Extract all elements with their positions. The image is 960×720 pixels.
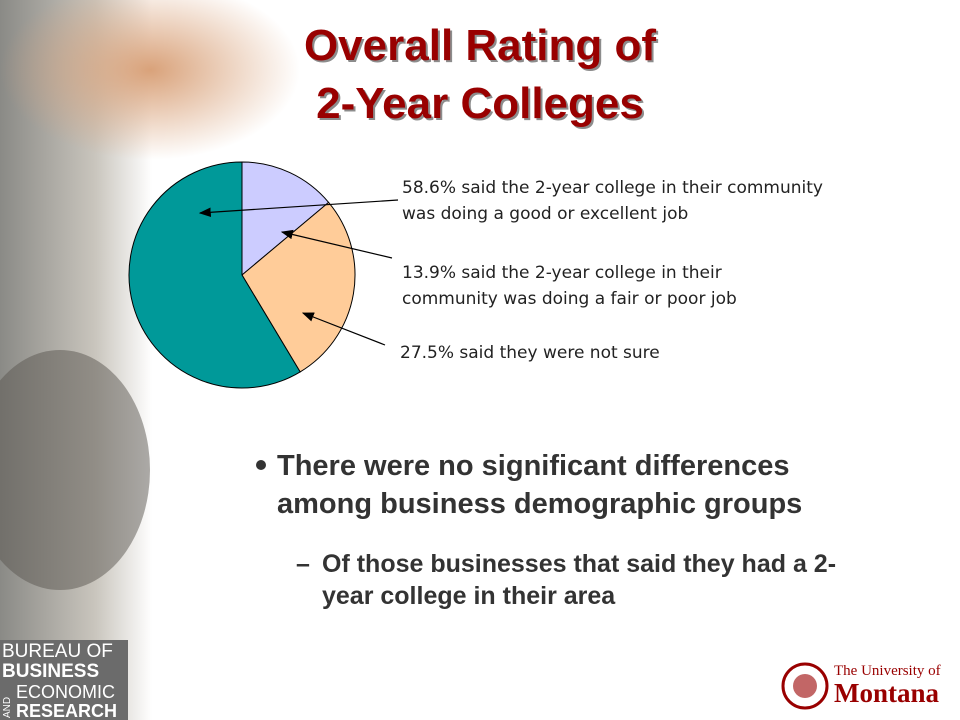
seal bbox=[781, 662, 829, 710]
slice-annotation: 27.5% said they were not sure bbox=[400, 343, 660, 363]
seal-inner bbox=[793, 674, 817, 698]
sub-bullet-marker: – bbox=[296, 550, 310, 578]
pie-chart: 13.9% said the 2-year college in their co… bbox=[128, 161, 823, 389]
slice-annotation: 58.6% said the 2-year college in their c… bbox=[402, 178, 823, 198]
logo-text: AND bbox=[2, 697, 13, 718]
annotation-arrow bbox=[280, 229, 393, 259]
slice-annotation: 13.9% said the 2-year college in their bbox=[402, 263, 722, 283]
pie-slice bbox=[241, 201, 356, 373]
bullet-text: There were no significant differences bbox=[277, 450, 789, 482]
pie-slice bbox=[128, 161, 301, 389]
chart-title: Overall Rating of bbox=[304, 21, 656, 70]
logo-panel bbox=[0, 640, 128, 720]
sub-bullet-text: year college in their area bbox=[322, 582, 616, 610]
title-shadow: Overall Rating of bbox=[306, 23, 658, 72]
logo-text: ECONOMIC bbox=[16, 682, 115, 702]
annotation-arrow bbox=[301, 312, 386, 346]
photo-hand bbox=[0, 0, 300, 160]
slice-annotation: was doing a good or excellent job bbox=[402, 204, 688, 224]
pie-slice bbox=[241, 161, 330, 277]
logo-text: Montana bbox=[834, 678, 940, 708]
bullet-text: among business demographic groups bbox=[277, 488, 802, 520]
logo-text: BUSINESS bbox=[2, 661, 99, 682]
photo-person bbox=[0, 350, 150, 590]
logo-text: BUREAU OF bbox=[2, 641, 113, 662]
sub-bullet-text: Of those businesses that said they had a… bbox=[322, 550, 836, 578]
logo-text: The University of bbox=[834, 663, 941, 679]
bullet-dot bbox=[256, 460, 266, 470]
chart-title: 2-Year Colleges bbox=[316, 79, 644, 128]
annotation-arrow bbox=[198, 199, 399, 218]
bullet-list: There were no significant differences amo… bbox=[256, 450, 836, 610]
slice-annotation: community was doing a fair or poor job bbox=[402, 289, 737, 309]
logo-text: RESEARCH bbox=[16, 701, 117, 720]
title-shadow: 2-Year Colleges bbox=[318, 81, 646, 130]
